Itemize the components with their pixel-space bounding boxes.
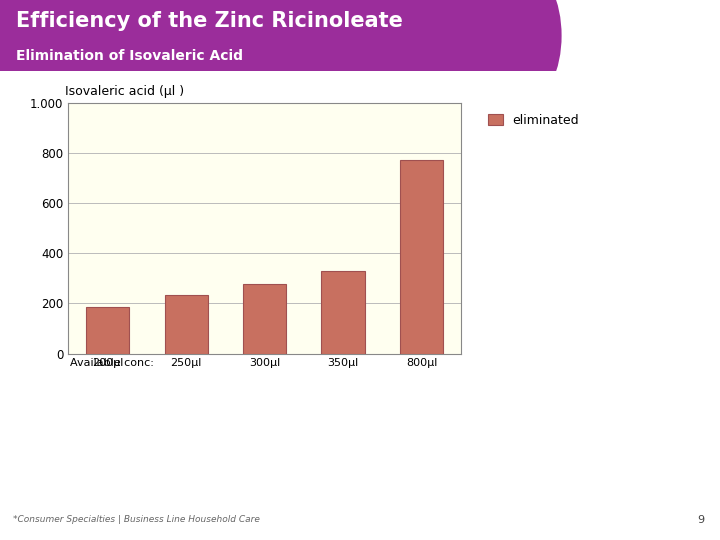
- Bar: [0, 0, 529, 71]
- Text: *Consumer Specialties | Business Line Household Care: *Consumer Specialties | Business Line Ho…: [13, 515, 260, 524]
- Bar: [243, 284, 286, 354]
- Text: Efficiency of the Zinc Ricinoleate: Efficiency of the Zinc Ricinoleate: [16, 11, 402, 31]
- Text: 800µl: 800µl: [406, 358, 437, 368]
- Text: 200µl: 200µl: [92, 358, 123, 368]
- Bar: [165, 295, 207, 354]
- Text: Elimination of Isovaleric Acid: Elimination of Isovaleric Acid: [16, 49, 243, 63]
- Bar: [322, 271, 364, 354]
- Text: 300µl: 300µl: [249, 358, 280, 368]
- Legend: eliminated: eliminated: [482, 109, 585, 132]
- Text: Isovaleric acid (µl ): Isovaleric acid (µl ): [65, 85, 184, 98]
- Ellipse shape: [497, 0, 562, 100]
- Text: 350µl: 350µl: [328, 358, 359, 368]
- Text: Available conc:: Available conc:: [70, 358, 154, 368]
- Bar: [400, 160, 443, 354]
- Text: Exhausted teflon flask (1 L) with 2 g zinc ricinoleate powder,
sealed with a sep: Exhausted teflon flask (1 L) with 2 g zi…: [27, 376, 381, 454]
- Text: 250µl: 250µl: [171, 358, 202, 368]
- Bar: [86, 307, 129, 354]
- Text: 9: 9: [697, 515, 704, 525]
